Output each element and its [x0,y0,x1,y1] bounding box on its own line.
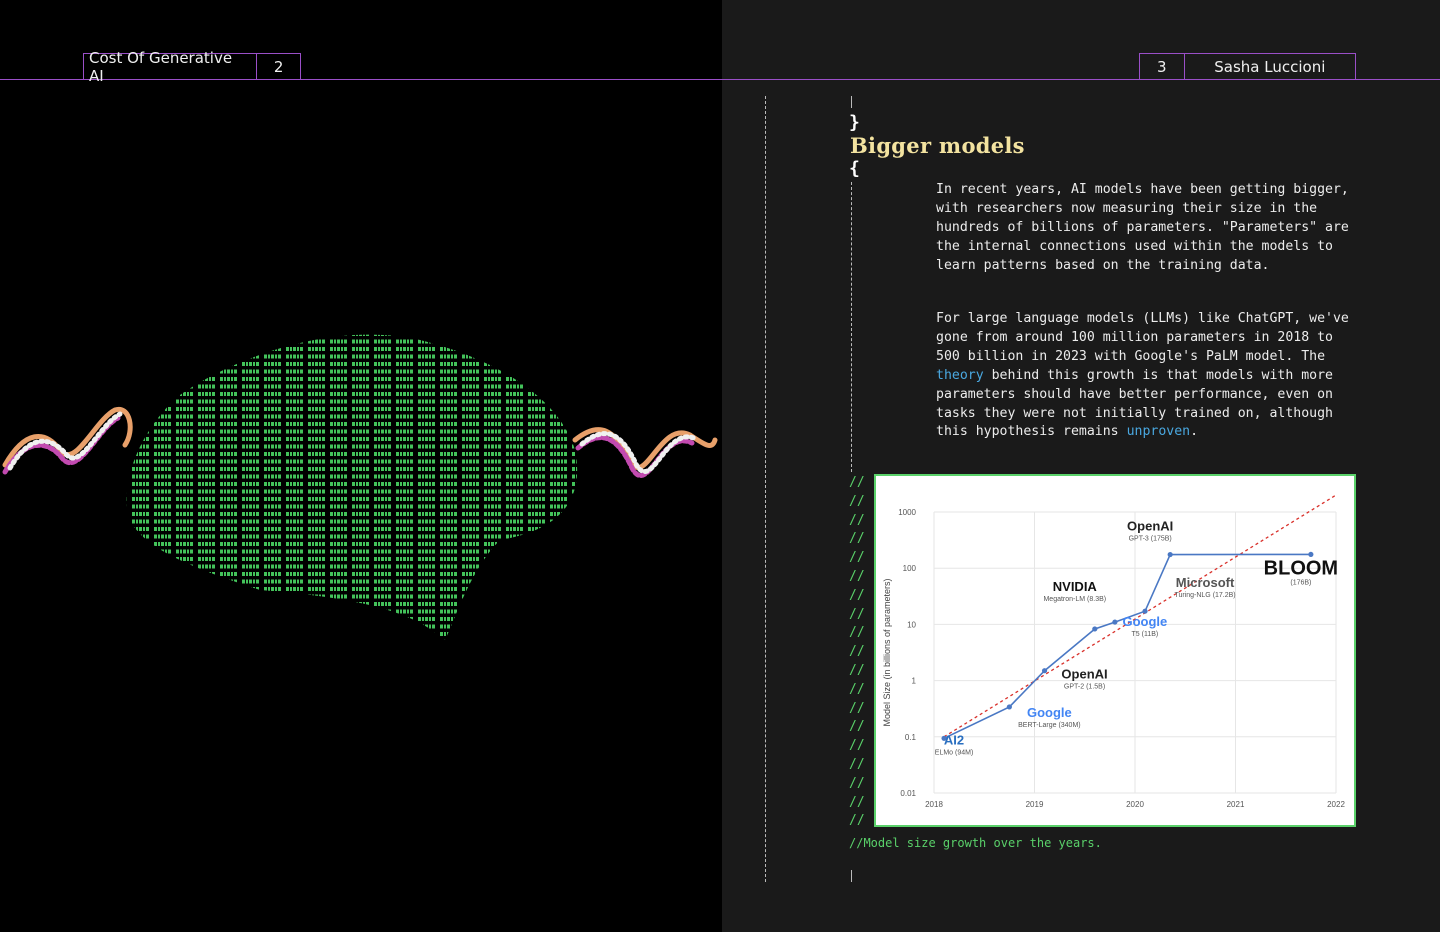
comment-marker: // [849,587,865,603]
comment-marker: // [849,700,865,716]
comment-marker: // [849,625,865,641]
left-header-title: Cost Of Generative AI [89,48,233,85]
y-tick-label: 10 [907,620,916,629]
model-label: BERT-Large (340M) [1018,722,1081,729]
org-logo-label: BLOOM [1264,557,1338,579]
comment-marker: // [849,662,865,678]
x-tick-label: 2022 [1327,800,1345,809]
comment-marker: // [849,531,865,547]
comment-slashes: // // // // // // // // // // // // // // // // // // // [849,474,865,831]
org-logo-label: NVIDIA [1053,579,1098,594]
chart-caption: //Model size growth over the years. [849,836,1102,850]
right-page-number: 3 [1157,57,1167,76]
org-logo-label: Microsoft [1176,575,1235,590]
paragraph-growth-text-b: behind this growth is that models with m… [936,367,1333,440]
data-point [1142,608,1148,614]
y-axis-label: Model Size (in billions of parameters) [882,578,892,726]
x-tick-label: 2018 [925,800,943,809]
y-tick-label: 1 [912,677,917,686]
comment-marker: // [849,606,865,622]
comment-marker: // [849,475,865,490]
right-header-author: Sasha Luccioni [1183,54,1355,79]
margin-tick-middle [851,182,852,472]
margin-tick-bottom [851,870,852,882]
x-tick-label: 2020 [1126,800,1144,809]
org-logo-label: Google [1123,614,1168,629]
margin-dashed-line [765,96,766,882]
open-brace: { [849,158,860,179]
header-rule [0,79,1440,80]
paragraph-growth-text-a: For large language models (LLMs) like Ch… [936,311,1349,364]
comment-marker: // [849,681,865,697]
org-logo-label: OpenAI [1061,667,1107,682]
model-label: Megatron-LM (8.3B) [1043,596,1106,603]
data-point [1006,704,1012,710]
data-point [1308,551,1314,558]
binary-art-illustration [2,334,718,640]
y-tick-label: 0.01 [900,789,916,798]
x-tick-label: 2021 [1227,800,1245,809]
paragraph-growth: For large language models (LLMs) like Ch… [936,310,1356,442]
comment-marker: // [849,568,865,584]
close-brace: } [849,112,860,133]
model-label: ELMo (94M) [935,749,974,756]
data-point [1112,619,1118,625]
model-label: (176B) [1290,579,1311,586]
chart-svg: 0.01 0.1 1 10 100 1000 2018 2019 2020 2021 2022 Mod… [882,494,1345,809]
model-label: T5 (11B) [1132,631,1159,638]
y-tick-label: 100 [903,564,917,573]
org-logo-label: Google [1027,705,1072,720]
left-page-number: 2 [256,54,300,79]
comment-marker: // [849,719,865,735]
comment-marker: // [849,794,865,810]
model-label: GPT-3 (175B) [1129,536,1172,543]
org-logo-label: OpenAI [1127,519,1173,534]
left-header: Cost Of Generative AI 2 [83,48,301,85]
comment-marker: // [849,644,865,660]
paragraph-growth-text-c: . [1190,424,1199,440]
comment-marker: // [849,512,865,528]
data-point [941,735,947,741]
theory-link[interactable]: theory [936,367,984,383]
comment-marker: // [849,738,865,754]
trend-line [943,494,1337,738]
y-tick-label: 1000 [898,508,916,517]
comment-marker: // [849,775,865,791]
y-tick-label: 0.1 [905,733,917,742]
comment-marker: // [849,493,865,509]
section-title: Bigger models [850,133,1025,158]
series-line [943,553,1311,740]
comment-marker: // [849,756,865,772]
comment-marker: // [849,813,865,829]
comment-marker: // [849,550,865,566]
right-header: 3 Sasha Luccioni [1139,53,1356,79]
data-point [1041,668,1048,674]
data-point [1092,626,1098,632]
margin-tick-top [851,96,852,108]
model-label: GPT-2 (1.5B) [1064,684,1105,691]
model-label: Turing-NLG (17.2B) [1174,592,1235,599]
paragraph-intro: In recent years, AI models have been get… [936,182,1349,273]
model-size-chart: 0.01 0.1 1 10 100 1000 2018 2019 2020 2021 2022 Mod… [874,474,1356,827]
data-point [1167,551,1173,558]
org-logo-label: AI2 [944,732,964,747]
unproven-link[interactable]: unproven [1126,424,1191,440]
x-tick-label: 2019 [1026,800,1044,809]
